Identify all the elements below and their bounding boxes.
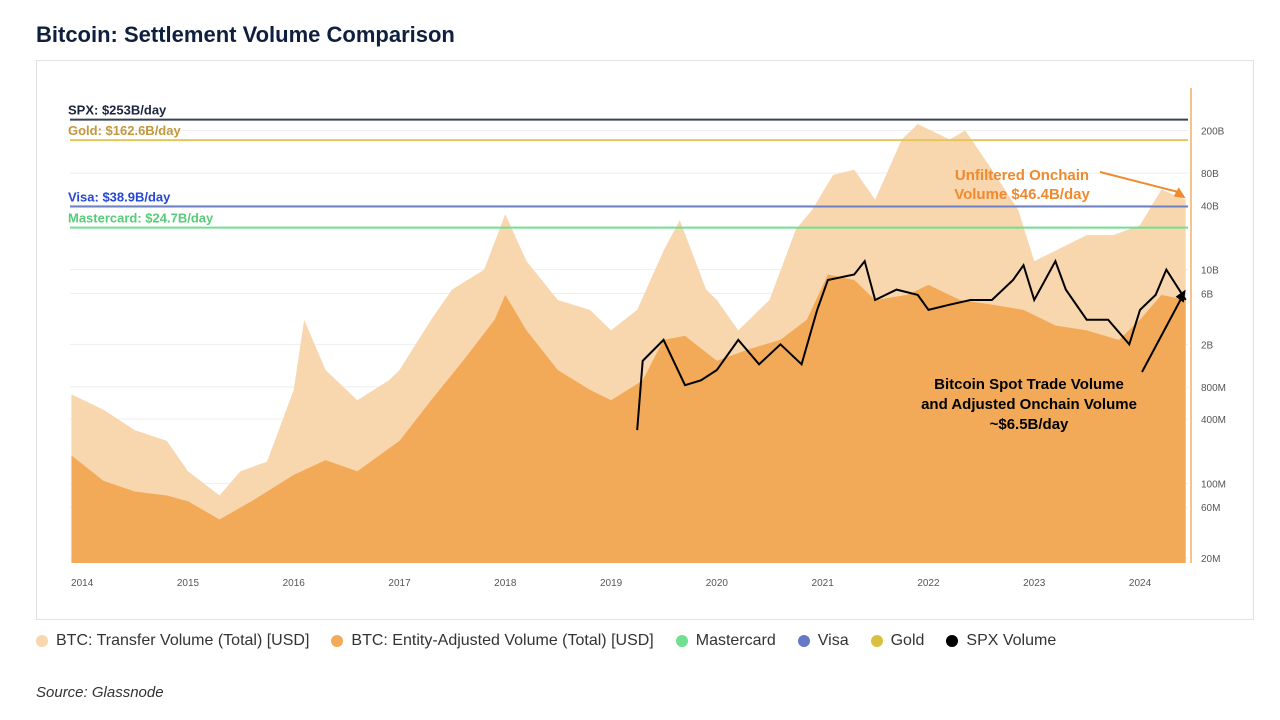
x-tick-label: 2015 <box>177 578 200 589</box>
legend-item: Mastercard <box>675 632 776 650</box>
reference-label-spx: SPX: $253B/day <box>68 103 167 118</box>
arrowhead-icon <box>1173 187 1186 199</box>
area-series <box>71 274 1186 563</box>
x-tick-label: 2024 <box>1129 578 1152 589</box>
y-tick-label: 6B <box>1201 289 1214 300</box>
legend-dot-icon <box>797 635 810 647</box>
y-tick-label: 2B <box>1201 340 1214 351</box>
legend-label: Visa <box>817 632 849 649</box>
arrowhead-icon <box>1175 289 1186 303</box>
legend-label: BTC: Transfer Volume (Total) [USD] <box>56 632 310 649</box>
legend-item: BTC: Transfer Volume (Total) [USD] <box>36 632 309 650</box>
reference-label-mastercard: Mastercard: $24.7B/day <box>68 211 214 226</box>
legend-dot-icon <box>36 635 48 647</box>
reference-label-gold: Gold: $162.6B/day <box>68 123 181 138</box>
y-tick-label: 800M <box>1201 383 1226 394</box>
x-tick-label: 2019 <box>600 578 623 589</box>
legend-label: Mastercard <box>695 632 776 649</box>
legend-label: SPX Volume <box>966 632 1057 649</box>
legend-dot-icon <box>870 635 883 647</box>
x-tick-label: 2017 <box>388 578 411 589</box>
y-tick-label: 10B <box>1201 266 1219 277</box>
legend: BTC: Transfer Volume (Total) [USD] BTC: E… <box>36 632 1056 650</box>
legend-dot-icon <box>331 635 344 647</box>
legend-item: BTC: Entity-Adjusted Volume (Total) [USD… <box>331 632 654 650</box>
legend-dot-icon <box>675 635 688 647</box>
y-tick-label: 40B <box>1201 201 1219 212</box>
x-tick-label: 2022 <box>917 578 940 589</box>
legend-item: SPX Volume <box>946 632 1056 650</box>
x-tick-label: 2020 <box>706 578 729 589</box>
reference-label-visa: Visa: $38.9B/day <box>68 190 171 205</box>
x-tick-label: 2018 <box>494 578 517 589</box>
y-tick-label: 80B <box>1201 169 1219 180</box>
x-tick-label: 2016 <box>283 578 306 589</box>
y-tick-label: 60M <box>1201 503 1220 514</box>
chart-frame <box>36 60 1254 620</box>
chart-title: Bitcoin: Settlement Volume Comparison <box>36 22 455 47</box>
annotation-spot-volume: Bitcoin Spot Trade Volume and Adjusted On… <box>921 376 1137 433</box>
y-tick-label: 400M <box>1201 415 1226 426</box>
annotation-arrow <box>1099 171 1180 194</box>
legend-label: Gold <box>890 632 925 649</box>
legend-dot-icon <box>946 635 959 647</box>
y-tick-label: 20M <box>1201 554 1220 565</box>
legend-item: Visa <box>797 632 849 650</box>
annotation-arrow <box>1141 297 1183 373</box>
source-note: Source: Glassnode <box>36 684 164 701</box>
y-tick-label: 200B <box>1201 127 1225 138</box>
legend-item: Gold <box>870 632 925 650</box>
legend-label: BTC: Entity-Adjusted Volume (Total) [USD… <box>351 632 654 649</box>
line-series-spx <box>636 258 1187 431</box>
x-tick-label: 2023 <box>1023 578 1046 589</box>
x-tick-label: 2021 <box>812 578 835 589</box>
annotation-unfiltered: Unfiltered Onchain Volume $46.4B/day <box>954 167 1090 203</box>
x-tick-label: 2014 <box>71 578 94 589</box>
y-tick-label: 100M <box>1201 479 1226 490</box>
